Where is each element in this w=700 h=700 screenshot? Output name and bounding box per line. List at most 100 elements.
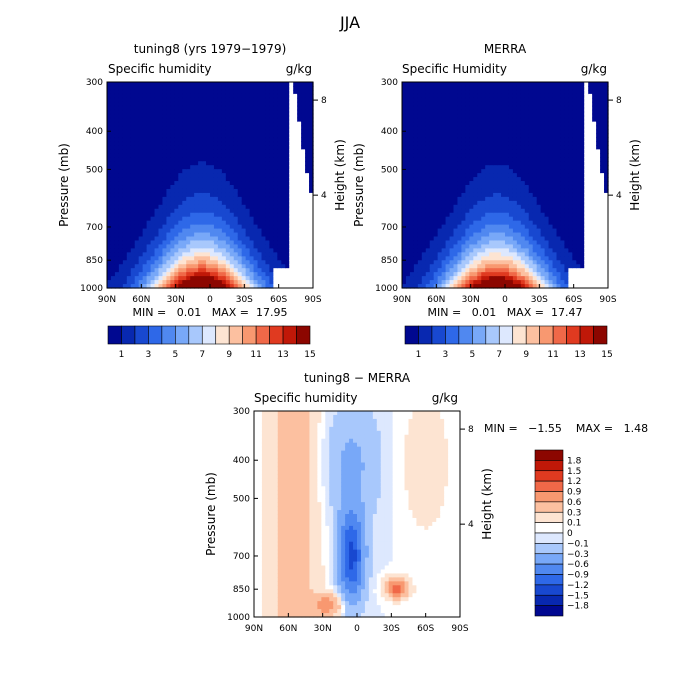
contour-cell (178, 125, 183, 131)
contour-cell (461, 204, 466, 210)
contour-cell (257, 272, 263, 277)
contour-cell (281, 177, 286, 182)
contour-cell (461, 185, 466, 190)
contour-cell (433, 188, 439, 194)
contour-cell (516, 236, 522, 242)
contour-cell (461, 153, 466, 158)
contour-cell (249, 264, 255, 269)
contour-cell (413, 113, 419, 119)
contour-cell (293, 149, 298, 154)
contour-cell (229, 228, 235, 234)
contour-cell (301, 169, 306, 174)
contour-cell (293, 208, 298, 214)
contour-cell (233, 141, 239, 146)
contour-cell (265, 109, 271, 115)
contour-cell (532, 236, 538, 242)
contour-cell (170, 157, 175, 162)
contour-cell (305, 153, 310, 158)
contour-cell (229, 248, 235, 253)
contour-cell (225, 125, 231, 131)
contour-cell (297, 260, 302, 265)
contour-cell (154, 145, 160, 150)
contour-cell (413, 85, 419, 91)
contour-cell (465, 240, 470, 246)
contour-cell (457, 173, 463, 178)
contour-cell (497, 220, 502, 226)
contour-cell (146, 284, 152, 289)
contour-cell (194, 244, 199, 249)
contour-cell (497, 208, 502, 214)
contour-cell (150, 220, 156, 226)
contour-cell (229, 200, 235, 206)
contour-cell (249, 192, 255, 198)
contour-cell (107, 89, 112, 95)
contour-cell (245, 117, 251, 123)
contour-cell (297, 117, 302, 123)
contour-cell (138, 185, 144, 190)
contour-cell (413, 208, 419, 214)
contour-cell (150, 204, 156, 210)
contour-cell (190, 145, 195, 150)
contour-cell (493, 220, 498, 226)
contour-cell (516, 240, 522, 246)
contour-cell (508, 129, 514, 135)
contour-cell (289, 105, 294, 111)
contour-cell (485, 173, 490, 178)
contour-cell (285, 280, 290, 285)
contour-cell (481, 276, 486, 281)
contour-cell (114, 228, 120, 234)
contour-cell (174, 192, 179, 198)
contour-cell (405, 165, 411, 170)
contour-cell (485, 204, 490, 210)
contour-cell (305, 228, 310, 234)
contour-cell (402, 157, 407, 162)
contour-cell (221, 117, 227, 123)
contour-cell (465, 276, 470, 281)
contour-cell (265, 85, 271, 91)
contour-cell (560, 101, 566, 107)
contour-cell (402, 82, 407, 87)
contour-cell (213, 149, 219, 154)
contour-cell (524, 188, 530, 194)
contour-cell (293, 188, 298, 194)
contour-cell (174, 188, 179, 194)
contour-cell (107, 105, 112, 111)
contour-cell (277, 212, 282, 218)
contour-cell (405, 268, 411, 273)
contour-cell (138, 149, 144, 154)
contour-cell (221, 204, 227, 210)
contour-cell (552, 157, 558, 162)
contour-cell (122, 248, 128, 253)
contour-cell (217, 169, 223, 174)
contour-cell (174, 149, 179, 154)
contour-cell (501, 169, 506, 174)
contour-cell (516, 109, 522, 115)
contour-cell (178, 204, 183, 210)
y-tick-label: 400 (86, 127, 103, 137)
contour-cell (433, 101, 439, 107)
contour-cell (516, 280, 522, 285)
contour-cell (261, 113, 267, 119)
contour-cell (461, 256, 466, 261)
contour-cell (305, 272, 310, 277)
contour-cell (249, 188, 255, 194)
contour-cell (178, 276, 183, 281)
contour-cell (512, 121, 518, 127)
contour-cell (210, 228, 215, 234)
contour-cell (142, 141, 148, 146)
contour-cell (229, 97, 235, 103)
contour-cell (198, 204, 203, 210)
contour-cell (245, 177, 251, 182)
contour-cell (540, 101, 546, 107)
contour-cell (469, 220, 474, 226)
contour-cell (241, 173, 247, 178)
contour-cell (485, 145, 490, 150)
contour-cell (501, 89, 506, 95)
contour-cell (170, 145, 175, 150)
contour-cell (229, 165, 235, 170)
contour-cell (198, 232, 203, 238)
contour-cell (162, 188, 168, 194)
contour-cell (520, 185, 526, 190)
contour-cell (473, 93, 478, 99)
contour-cell (453, 276, 459, 281)
